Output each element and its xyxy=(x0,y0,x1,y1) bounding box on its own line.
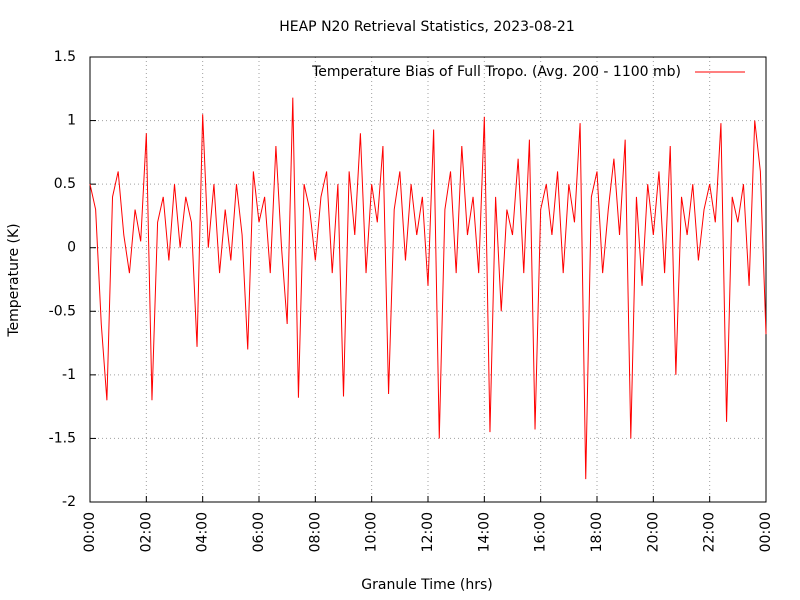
y-tick-label: -1.5 xyxy=(49,430,76,446)
x-tick-label: 04:00 xyxy=(195,512,211,552)
data-line xyxy=(89,97,767,480)
y-tick-label: -0.5 xyxy=(49,303,76,319)
y-tick-label: 1 xyxy=(67,113,76,129)
y-tick-label: 0 xyxy=(67,240,76,256)
y-tick-label: 1.5 xyxy=(54,49,76,65)
x-tick-label: 00:00 xyxy=(82,512,98,552)
x-tick-label: 12:00 xyxy=(420,512,436,552)
x-tick-label: 10:00 xyxy=(364,512,380,552)
x-tick-label: 06:00 xyxy=(251,512,267,552)
legend-label: Temperature Bias of Full Tropo. (Avg. 20… xyxy=(311,64,681,80)
x-tick-label: 00:00 xyxy=(758,512,774,552)
x-tick-label: 16:00 xyxy=(533,512,549,552)
x-tick-label: 14:00 xyxy=(476,512,492,552)
chart-title: HEAP N20 Retrieval Statistics, 2023-08-2… xyxy=(279,19,575,35)
x-axis-label: Granule Time (hrs) xyxy=(361,577,492,593)
y-tick-label: -2 xyxy=(62,494,76,510)
x-tick-label: 08:00 xyxy=(307,512,323,552)
plot-border xyxy=(89,56,767,503)
x-tick-label: 20:00 xyxy=(645,512,661,552)
y-tick-label: -1 xyxy=(62,367,76,383)
x-tick-label: 22:00 xyxy=(702,512,718,552)
y-tick-label: 0.5 xyxy=(54,176,76,192)
y-axis-label: Temperature (K) xyxy=(6,223,22,337)
x-tick-label: 18:00 xyxy=(589,512,605,552)
x-tick-label: 02:00 xyxy=(138,512,154,552)
